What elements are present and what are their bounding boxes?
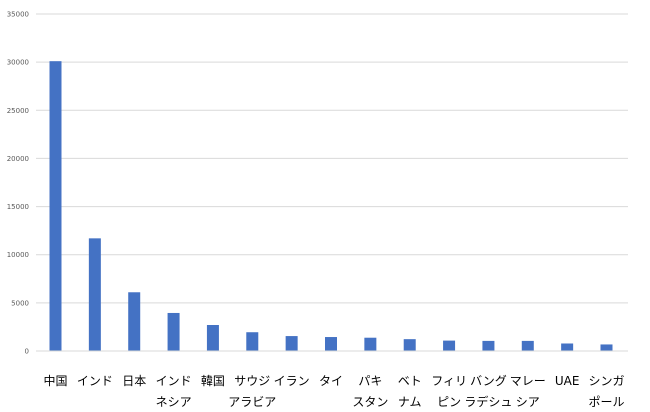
x-tick-label: タイ bbox=[319, 374, 343, 388]
bar bbox=[49, 61, 62, 352]
x-tick-label: サウジアラビア bbox=[228, 374, 276, 409]
y-axis-tick-labels: 0 5000 10000 15000 20000 25000 30000 35000 bbox=[7, 11, 29, 356]
y-tick-label: 15000 bbox=[7, 203, 29, 211]
bar bbox=[364, 337, 377, 351]
y-tick-label: 30000 bbox=[7, 59, 29, 67]
x-tick-label: 韓国 bbox=[201, 374, 225, 388]
bar bbox=[206, 325, 219, 351]
bar bbox=[600, 344, 613, 351]
x-tick-label: マレーシア bbox=[510, 374, 546, 409]
x-tick-label: バングラデシュ bbox=[464, 374, 512, 409]
y-tick-label: 20000 bbox=[7, 155, 29, 163]
bar bbox=[521, 340, 534, 351]
bar bbox=[88, 238, 101, 351]
x-tick-label: シンガポール bbox=[588, 374, 624, 409]
y-tick-label: 5000 bbox=[11, 299, 29, 307]
x-tick-label: インド bbox=[77, 374, 113, 388]
x-tick-label: UAE bbox=[555, 374, 580, 388]
x-tick-label: 日本 bbox=[122, 374, 146, 388]
x-tick-label: フィリピン bbox=[431, 374, 467, 409]
x-tick-label: インドネシア bbox=[156, 374, 192, 409]
bar bbox=[285, 336, 298, 351]
bar bbox=[246, 332, 259, 351]
y-tick-label: 0 bbox=[25, 348, 29, 356]
bar bbox=[128, 292, 141, 351]
x-tick-label: 中国 bbox=[43, 373, 67, 388]
y-tick-label: 10000 bbox=[7, 251, 29, 259]
x-tick-label: イラン bbox=[274, 374, 310, 388]
bar bbox=[443, 340, 456, 351]
bar bbox=[403, 339, 416, 351]
x-tick-label: ベトナム bbox=[398, 374, 422, 409]
y-tick-label: 25000 bbox=[7, 107, 29, 115]
gridlines bbox=[36, 13, 628, 304]
bar bbox=[325, 337, 337, 351]
y-tick-label: 35000 bbox=[7, 11, 29, 19]
bars bbox=[49, 61, 613, 352]
bar bbox=[561, 343, 574, 351]
bar bbox=[482, 340, 495, 351]
bar bbox=[167, 312, 180, 351]
x-tick-label: パキスタン bbox=[352, 374, 388, 409]
